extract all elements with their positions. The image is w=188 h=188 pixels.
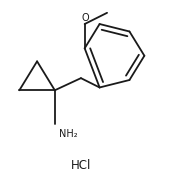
Text: O: O [82,13,89,23]
Text: HCl: HCl [71,159,91,172]
Text: NH₂: NH₂ [59,129,78,139]
